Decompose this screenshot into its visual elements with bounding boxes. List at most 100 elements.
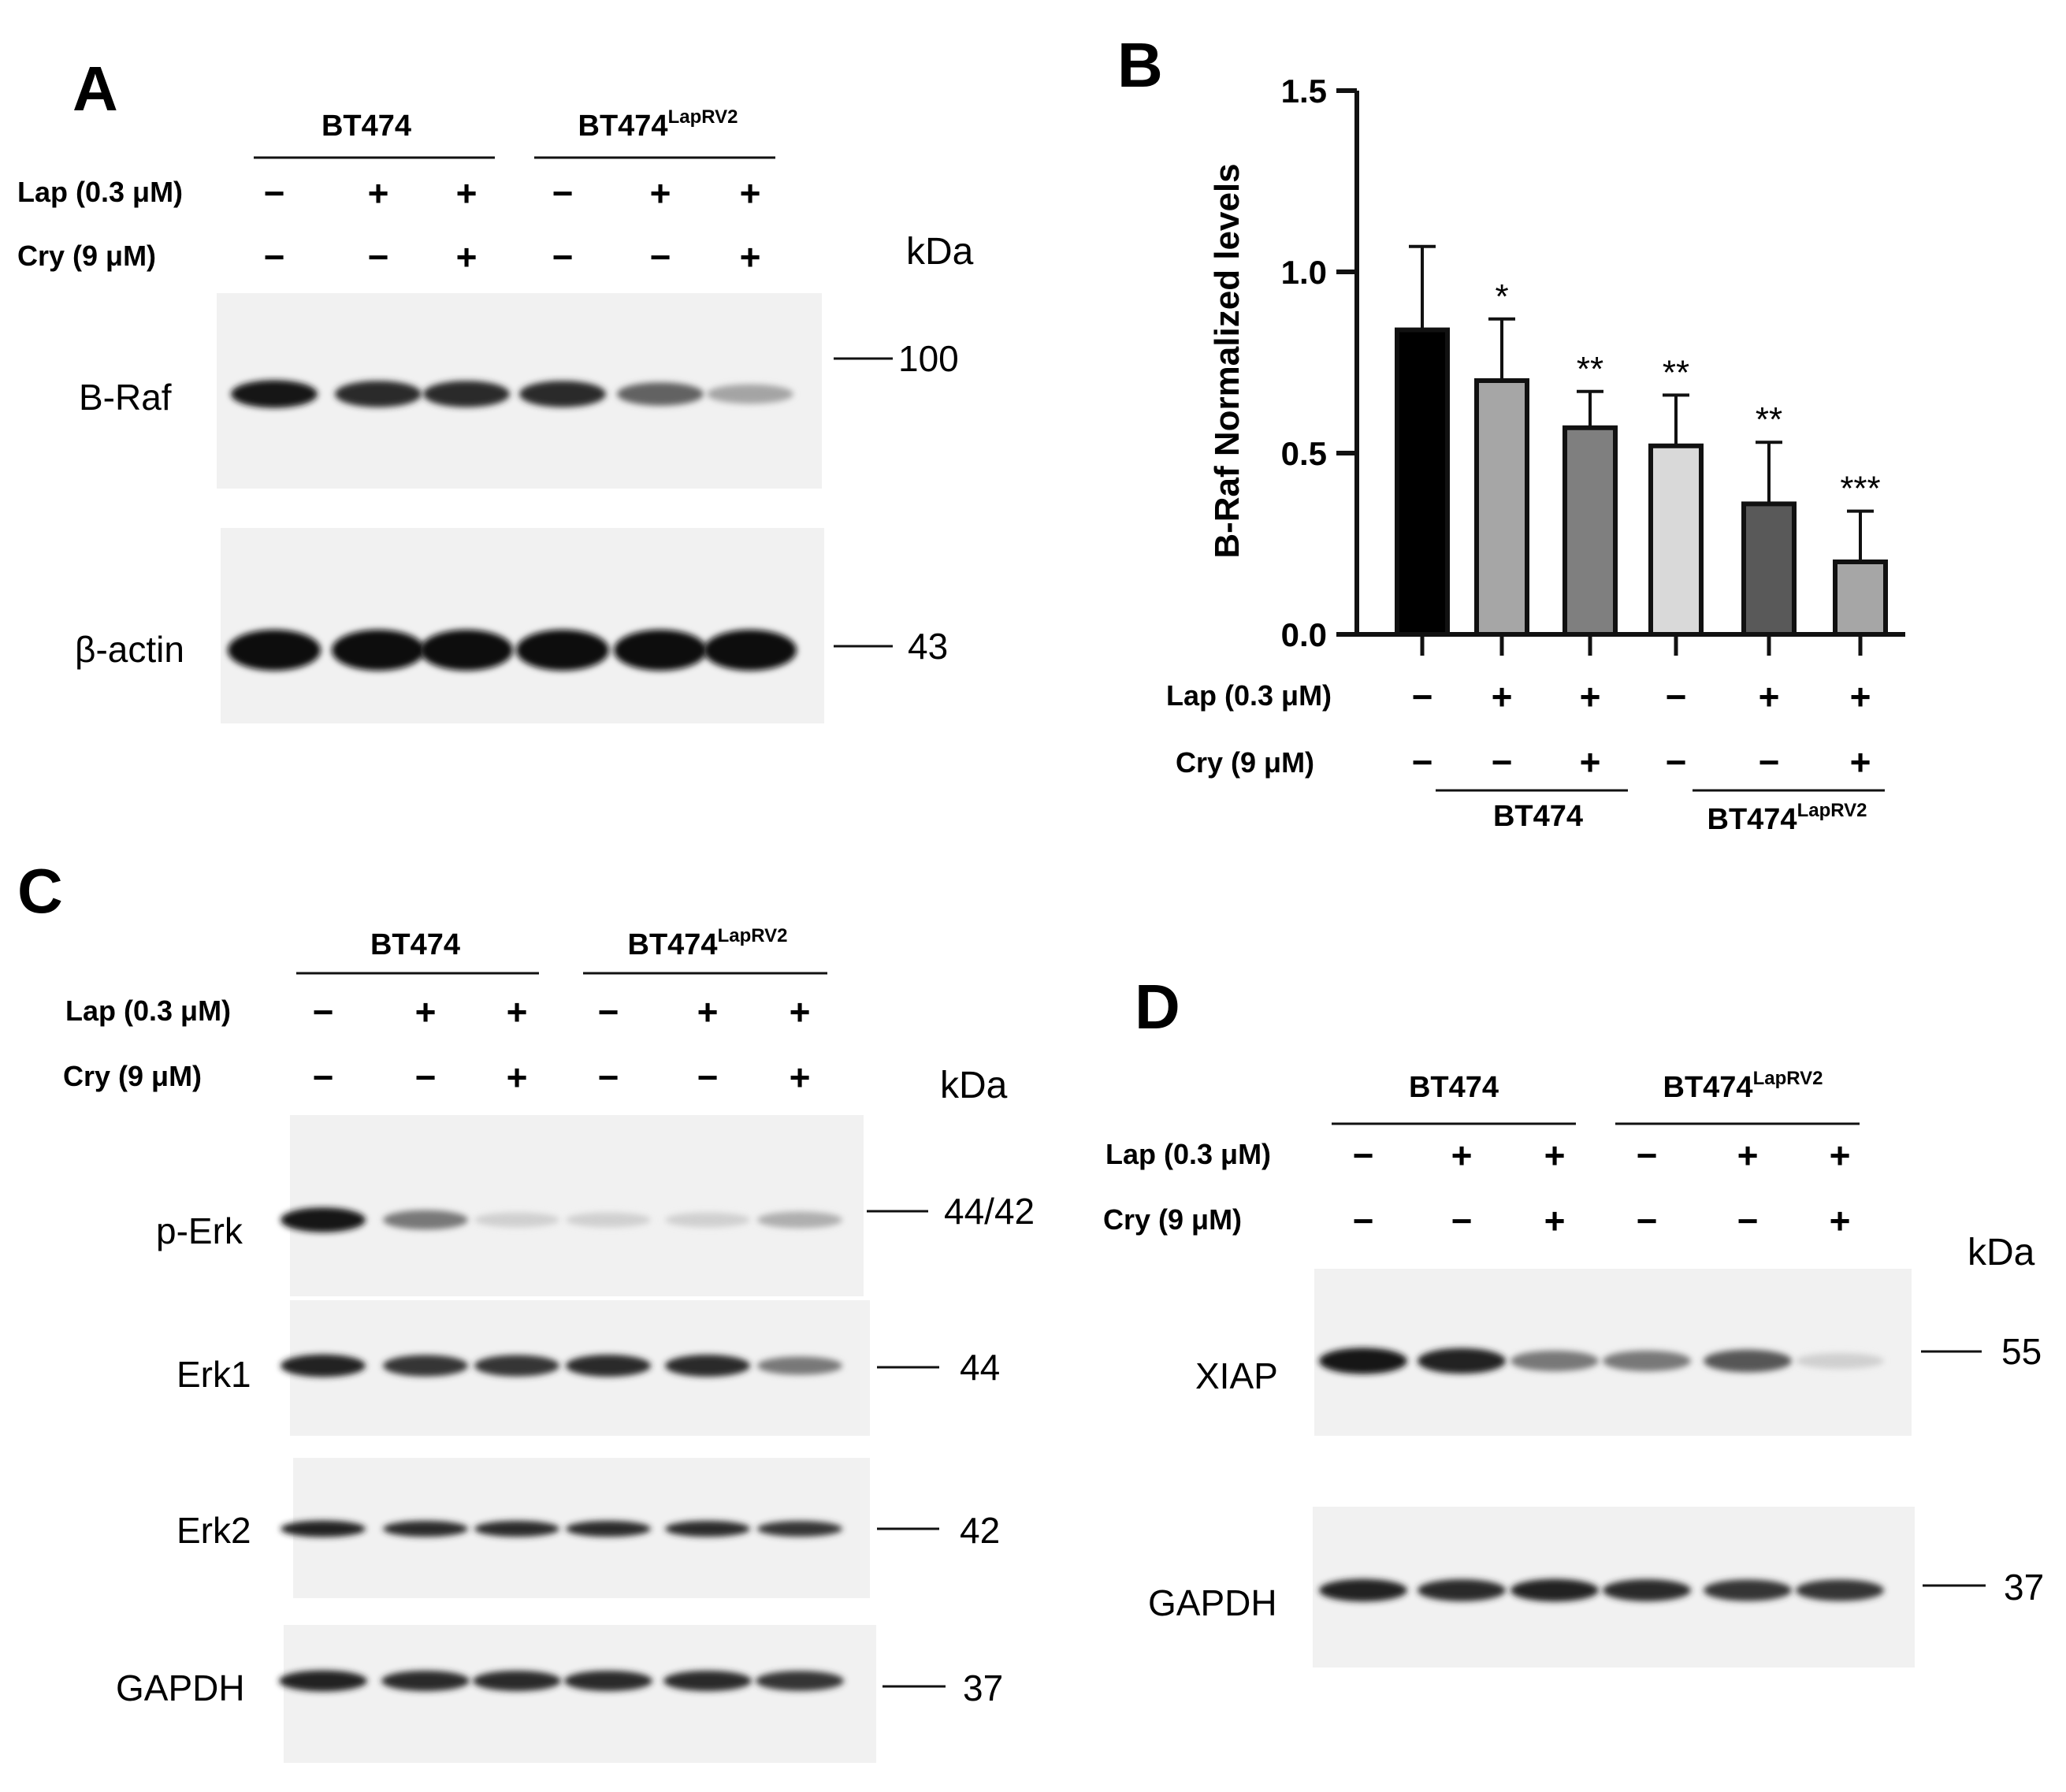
sign-cry-lane-1: − xyxy=(313,1057,334,1098)
significance-5: ** xyxy=(1756,400,1782,439)
chart-treatment-label-cry: Cry (9 μM) xyxy=(1176,746,1314,779)
mw-label-55: 55 xyxy=(2001,1331,2042,1372)
sign-cry-lane-2: − xyxy=(1451,1200,1473,1241)
chart-group-label-bt474-laprv2: BT474LapRV2 xyxy=(1707,800,1867,836)
mw-label-37-c: 37 xyxy=(963,1667,1003,1708)
band-lane-3 xyxy=(1510,1578,1599,1602)
band-lane-3 xyxy=(420,630,513,671)
sign-lap-lane-3: + xyxy=(507,991,528,1032)
sign-lap-lane-5: + xyxy=(1759,676,1780,717)
sign-cry-lane-5: − xyxy=(1759,742,1780,783)
sign-lap-lane-6: + xyxy=(790,991,811,1032)
sign-lap-lane-2: + xyxy=(1492,676,1513,717)
treatment-label-lap: Lap (0.3 μM) xyxy=(17,176,183,208)
band-lane-3 xyxy=(474,1520,559,1537)
bar-6 xyxy=(1833,560,1888,637)
sign-cry-lane-2: − xyxy=(415,1057,437,1098)
sign-lap-lane-6: + xyxy=(1850,676,1871,717)
sign-cry-lane-1: − xyxy=(1353,1200,1374,1241)
sign-cry-lane-6: + xyxy=(790,1057,811,1098)
bar-3 xyxy=(1563,425,1618,637)
sign-lap-lane-5: + xyxy=(1737,1135,1759,1176)
group-label-bt474-laprv2: BT474LapRV2 xyxy=(628,925,788,961)
group-label-bt474: BT474 xyxy=(1409,1071,1499,1104)
group-label-bt474: BT474 xyxy=(370,928,460,961)
sign-cry-lane-3: + xyxy=(1580,742,1601,783)
sign-cry-lane-1: − xyxy=(264,236,285,277)
sign-cry-lane-6: + xyxy=(740,236,761,277)
chart-treatment-label-lap: Lap (0.3 μM) xyxy=(1166,679,1332,712)
sign-lap-lane-4: − xyxy=(1666,676,1687,717)
band-lane-1 xyxy=(281,1207,366,1232)
mw-label-43: 43 xyxy=(908,626,948,667)
band-lane-3 xyxy=(423,381,510,407)
band-lane-6 xyxy=(757,1211,842,1229)
bands-gapdh-c xyxy=(279,1670,844,1692)
band-lane-1 xyxy=(231,380,318,408)
mw-label-100: 100 xyxy=(898,338,959,379)
treatment-label-cry: Cry (9 μM) xyxy=(63,1060,202,1092)
band-lane-2 xyxy=(332,630,425,671)
panel-letter-c: C xyxy=(17,856,63,926)
protein-label-beta-actin: β-actin xyxy=(75,629,184,670)
sign-lap-lane-3: + xyxy=(1580,676,1601,717)
protein-label-xiap: XIAP xyxy=(1195,1355,1278,1396)
band-lane-4 xyxy=(1603,1579,1691,1601)
sign-cry-lane-4: − xyxy=(598,1057,619,1098)
protein-label-erk1: Erk1 xyxy=(177,1354,251,1395)
treatment-label-lap: Lap (0.3 μM) xyxy=(65,995,231,1027)
sign-lap-lane-1: − xyxy=(264,173,285,214)
band-lane-6 xyxy=(704,630,797,671)
band-lane-5 xyxy=(617,382,704,406)
bar-1 xyxy=(1395,327,1450,637)
band-lane-5 xyxy=(663,1670,752,1692)
mw-label-44: 44 xyxy=(960,1347,1000,1388)
group-label-bt474-laprv2: BT474LapRV2 xyxy=(578,106,738,143)
significance-4: ** xyxy=(1663,353,1689,392)
sign-cry-lane-3: + xyxy=(507,1057,528,1098)
band-lane-5 xyxy=(665,1355,750,1377)
band-lane-5 xyxy=(1704,1579,1792,1601)
group-label-bt474: BT474 xyxy=(321,110,411,143)
kda-label-a: kDa xyxy=(906,231,974,273)
sign-cry-lane-2: − xyxy=(1492,742,1513,783)
mw-label-42: 42 xyxy=(960,1510,1000,1551)
sign-lap-lane-6: + xyxy=(740,173,761,214)
blot-beta-actin xyxy=(221,528,824,723)
protein-label-b-raf: B-Raf xyxy=(79,377,172,418)
band-lane-4 xyxy=(566,1212,651,1228)
band-lane-4 xyxy=(566,1355,651,1377)
band-lane-4 xyxy=(1603,1350,1691,1372)
panel-a: A BT474 BT474LapRV2 Lap (0.3 μM) Cry (9 … xyxy=(17,54,974,723)
sign-cry-lane-4: − xyxy=(1666,742,1687,783)
sign-lap-lane-2: + xyxy=(1451,1135,1473,1176)
band-lane-6 xyxy=(1796,1579,1884,1601)
blot-gapdh-c xyxy=(284,1625,876,1763)
significance-2: * xyxy=(1495,277,1508,316)
protein-label-erk2: Erk2 xyxy=(177,1510,251,1551)
band-lane-6 xyxy=(756,1671,844,1691)
chart-y-ticks: 0.0 0.5 1.0 1.5 xyxy=(1281,72,1357,653)
band-lane-5 xyxy=(665,1212,750,1228)
bands-erk2 xyxy=(281,1520,842,1537)
band-lane-1 xyxy=(228,630,321,671)
band-lane-3 xyxy=(474,1355,559,1377)
significance-6: *** xyxy=(1840,470,1880,508)
panel-letter-d: D xyxy=(1135,972,1180,1042)
protein-label-gapdh-d: GAPDH xyxy=(1148,1582,1277,1623)
band-lane-2 xyxy=(383,1210,468,1230)
chart-y-axis-label: B-Raf Normalized levels xyxy=(1208,163,1247,558)
band-lane-2 xyxy=(335,381,422,407)
significance-3: ** xyxy=(1577,350,1603,389)
sign-lap-lane-2: + xyxy=(415,991,437,1032)
sign-lap-lane-1: − xyxy=(313,991,334,1032)
band-lane-3 xyxy=(473,1670,561,1692)
treatment-label-lap: Lap (0.3 μM) xyxy=(1105,1138,1271,1170)
bands-gapdh-d xyxy=(1319,1578,1884,1602)
band-lane-1 xyxy=(1319,1578,1407,1602)
band-lane-1 xyxy=(1319,1348,1407,1374)
band-lane-6 xyxy=(1796,1352,1884,1370)
sign-lap-lane-2: + xyxy=(368,173,389,214)
bar-4 xyxy=(1648,443,1704,637)
